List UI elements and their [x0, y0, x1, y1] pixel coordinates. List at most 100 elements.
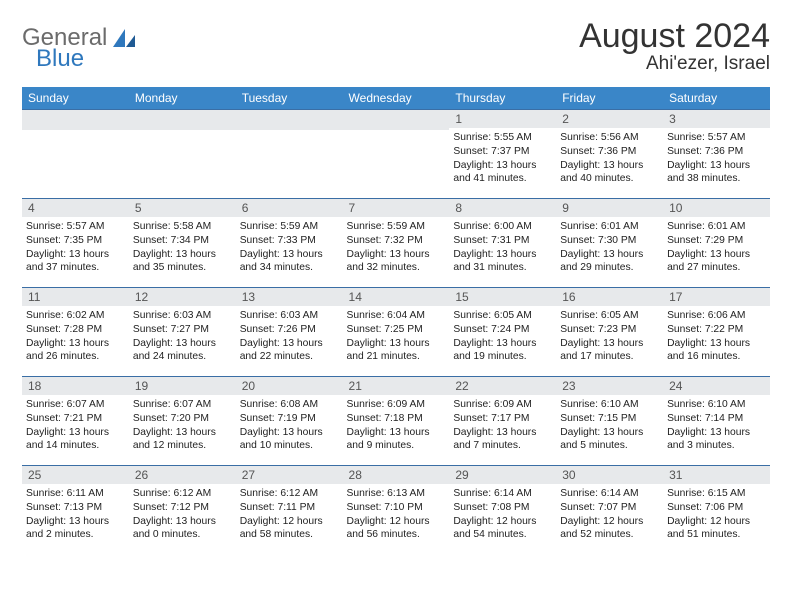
weekday-header: Sunday [22, 87, 129, 110]
sunset-text: Sunset: 7:29 PM [667, 234, 766, 248]
sunset-text: Sunset: 7:28 PM [26, 323, 125, 337]
day-body: Sunrise: 6:01 AMSunset: 7:30 PMDaylight:… [556, 217, 663, 276]
day-number: 6 [236, 199, 343, 217]
sunset-text: Sunset: 7:25 PM [347, 323, 446, 337]
day-body: Sunrise: 6:09 AMSunset: 7:17 PMDaylight:… [449, 395, 556, 454]
calendar-day-cell: 28Sunrise: 6:13 AMSunset: 7:10 PMDayligh… [343, 466, 450, 555]
sunset-text: Sunset: 7:32 PM [347, 234, 446, 248]
calendar-day-cell: 6Sunrise: 5:59 AMSunset: 7:33 PMDaylight… [236, 199, 343, 288]
weekday-header: Saturday [663, 87, 770, 110]
sunrise-text: Sunrise: 5:57 AM [667, 131, 766, 145]
day-number: 5 [129, 199, 236, 217]
day-body: Sunrise: 6:03 AMSunset: 7:26 PMDaylight:… [236, 306, 343, 365]
day-number: 2 [556, 110, 663, 128]
day-number: 31 [663, 466, 770, 484]
calendar-day-cell: 2Sunrise: 5:56 AMSunset: 7:36 PMDaylight… [556, 110, 663, 199]
sunrise-text: Sunrise: 6:07 AM [133, 398, 232, 412]
daylight-text: Daylight: 13 hours and 7 minutes. [453, 426, 552, 453]
logo-sail-icon [111, 27, 137, 49]
daylight-text: Daylight: 13 hours and 24 minutes. [133, 337, 232, 364]
daylight-text: Daylight: 13 hours and 35 minutes. [133, 248, 232, 275]
sunset-text: Sunset: 7:34 PM [133, 234, 232, 248]
day-body: Sunrise: 6:11 AMSunset: 7:13 PMDaylight:… [22, 484, 129, 543]
sunrise-text: Sunrise: 6:10 AM [560, 398, 659, 412]
sunset-text: Sunset: 7:31 PM [453, 234, 552, 248]
calendar-day-cell: 13Sunrise: 6:03 AMSunset: 7:26 PMDayligh… [236, 288, 343, 377]
calendar-day-cell: 21Sunrise: 6:09 AMSunset: 7:18 PMDayligh… [343, 377, 450, 466]
daylight-text: Daylight: 13 hours and 21 minutes. [347, 337, 446, 364]
calendar-day-cell: 3Sunrise: 5:57 AMSunset: 7:36 PMDaylight… [663, 110, 770, 199]
sunset-text: Sunset: 7:33 PM [240, 234, 339, 248]
day-body: Sunrise: 5:55 AMSunset: 7:37 PMDaylight:… [449, 128, 556, 187]
day-body: Sunrise: 6:05 AMSunset: 7:24 PMDaylight:… [449, 306, 556, 365]
sunrise-text: Sunrise: 6:03 AM [133, 309, 232, 323]
sunset-text: Sunset: 7:19 PM [240, 412, 339, 426]
sunset-text: Sunset: 7:30 PM [560, 234, 659, 248]
day-number: 24 [663, 377, 770, 395]
sunrise-text: Sunrise: 6:00 AM [453, 220, 552, 234]
sunset-text: Sunset: 7:07 PM [560, 501, 659, 515]
day-number: 29 [449, 466, 556, 484]
day-number: 27 [236, 466, 343, 484]
day-number: 17 [663, 288, 770, 306]
sunset-text: Sunset: 7:18 PM [347, 412, 446, 426]
day-body: Sunrise: 6:12 AMSunset: 7:11 PMDaylight:… [236, 484, 343, 543]
day-number: 1 [449, 110, 556, 128]
day-number: 8 [449, 199, 556, 217]
calendar-day-cell [129, 110, 236, 199]
daylight-text: Daylight: 13 hours and 10 minutes. [240, 426, 339, 453]
day-body: Sunrise: 6:10 AMSunset: 7:14 PMDaylight:… [663, 395, 770, 454]
day-number: 14 [343, 288, 450, 306]
sunrise-text: Sunrise: 6:12 AM [133, 487, 232, 501]
daylight-text: Daylight: 13 hours and 32 minutes. [347, 248, 446, 275]
calendar-day-cell: 22Sunrise: 6:09 AMSunset: 7:17 PMDayligh… [449, 377, 556, 466]
day-body: Sunrise: 5:58 AMSunset: 7:34 PMDaylight:… [129, 217, 236, 276]
title-block: August 2024 Ahi'ezer, Israel [579, 18, 770, 75]
calendar-day-cell: 25Sunrise: 6:11 AMSunset: 7:13 PMDayligh… [22, 466, 129, 555]
day-number: 28 [343, 466, 450, 484]
day-body: Sunrise: 6:07 AMSunset: 7:20 PMDaylight:… [129, 395, 236, 454]
sunset-text: Sunset: 7:10 PM [347, 501, 446, 515]
day-number: 4 [22, 199, 129, 217]
sunrise-text: Sunrise: 5:59 AM [347, 220, 446, 234]
calendar-day-cell: 10Sunrise: 6:01 AMSunset: 7:29 PMDayligh… [663, 199, 770, 288]
day-number: 15 [449, 288, 556, 306]
daylight-text: Daylight: 13 hours and 3 minutes. [667, 426, 766, 453]
daylight-text: Daylight: 13 hours and 16 minutes. [667, 337, 766, 364]
sunrise-text: Sunrise: 5:58 AM [133, 220, 232, 234]
day-number [129, 110, 236, 130]
calendar-table: Sunday Monday Tuesday Wednesday Thursday… [22, 87, 770, 554]
calendar-day-cell: 19Sunrise: 6:07 AMSunset: 7:20 PMDayligh… [129, 377, 236, 466]
day-body: Sunrise: 6:02 AMSunset: 7:28 PMDaylight:… [22, 306, 129, 365]
sunset-text: Sunset: 7:37 PM [453, 145, 552, 159]
day-body: Sunrise: 6:09 AMSunset: 7:18 PMDaylight:… [343, 395, 450, 454]
day-number: 11 [22, 288, 129, 306]
sunrise-text: Sunrise: 6:14 AM [453, 487, 552, 501]
sunrise-text: Sunrise: 6:05 AM [453, 309, 552, 323]
calendar-day-cell: 26Sunrise: 6:12 AMSunset: 7:12 PMDayligh… [129, 466, 236, 555]
sunrise-text: Sunrise: 6:08 AM [240, 398, 339, 412]
sunset-text: Sunset: 7:24 PM [453, 323, 552, 337]
day-body [343, 130, 450, 135]
calendar-day-cell: 5Sunrise: 5:58 AMSunset: 7:34 PMDaylight… [129, 199, 236, 288]
month-title: August 2024 [579, 18, 770, 55]
day-number: 13 [236, 288, 343, 306]
sunset-text: Sunset: 7:13 PM [26, 501, 125, 515]
calendar-day-cell: 15Sunrise: 6:05 AMSunset: 7:24 PMDayligh… [449, 288, 556, 377]
calendar-day-cell: 24Sunrise: 6:10 AMSunset: 7:14 PMDayligh… [663, 377, 770, 466]
day-number: 10 [663, 199, 770, 217]
daylight-text: Daylight: 13 hours and 27 minutes. [667, 248, 766, 275]
sunrise-text: Sunrise: 6:09 AM [453, 398, 552, 412]
sunrise-text: Sunrise: 6:15 AM [667, 487, 766, 501]
weekday-header: Monday [129, 87, 236, 110]
sunrise-text: Sunrise: 5:55 AM [453, 131, 552, 145]
weekday-header: Tuesday [236, 87, 343, 110]
calendar-day-cell: 1Sunrise: 5:55 AMSunset: 7:37 PMDaylight… [449, 110, 556, 199]
sunrise-text: Sunrise: 5:59 AM [240, 220, 339, 234]
calendar-day-cell: 20Sunrise: 6:08 AMSunset: 7:19 PMDayligh… [236, 377, 343, 466]
weekday-header: Thursday [449, 87, 556, 110]
calendar-day-cell: 31Sunrise: 6:15 AMSunset: 7:06 PMDayligh… [663, 466, 770, 555]
calendar-day-cell: 14Sunrise: 6:04 AMSunset: 7:25 PMDayligh… [343, 288, 450, 377]
calendar-day-cell: 27Sunrise: 6:12 AMSunset: 7:11 PMDayligh… [236, 466, 343, 555]
brand-part2: Blue [36, 45, 84, 72]
